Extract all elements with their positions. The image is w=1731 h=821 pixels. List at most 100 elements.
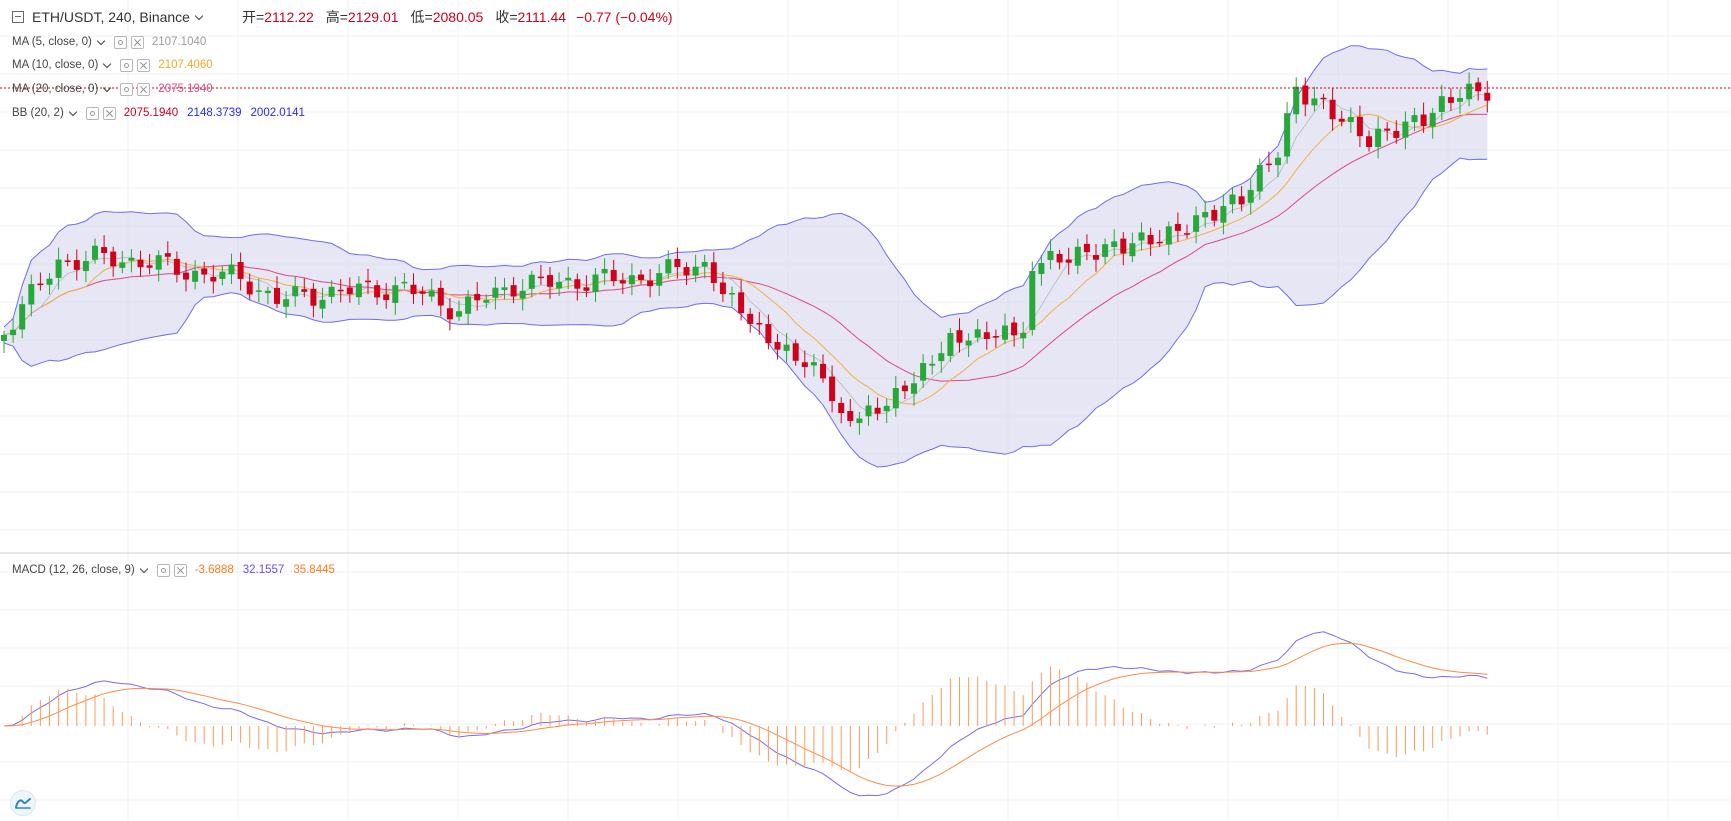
macd-histogram-value: -3.6888 [194, 564, 234, 576]
ma10-label[interactable]: MA (10, close, 0) [12, 59, 99, 71]
ma5-line [3, 93, 1488, 415]
candle-body [847, 411, 854, 421]
bb-label[interactable]: BB (20, 2) [12, 107, 64, 119]
candle-body [974, 329, 981, 338]
candle-body [583, 287, 590, 291]
candle-body [10, 329, 17, 336]
candle-body [683, 267, 690, 276]
candle-body [155, 255, 162, 270]
candle-body [528, 274, 535, 289]
candle-body [255, 290, 262, 292]
candle-body [1202, 211, 1209, 218]
candle-body [1029, 271, 1036, 330]
candle-body [838, 402, 845, 414]
change-value: −0.77 (−0.04%) [576, 9, 673, 25]
ma20-chevron-down-icon[interactable] [103, 83, 112, 92]
ma10-visibility-icon[interactable] [120, 58, 134, 72]
candle-body [874, 407, 881, 414]
candle-body [656, 273, 663, 286]
close-value: 2111.44 [517, 9, 567, 25]
candle-body [1, 335, 7, 341]
candle-body [628, 275, 635, 285]
candle-body [1047, 250, 1054, 261]
candle-body [1411, 115, 1418, 123]
candle-body [1020, 332, 1027, 339]
ma5-remove-icon[interactable] [130, 35, 144, 49]
candle-body [719, 282, 726, 294]
candle-body [1475, 82, 1482, 92]
candle-body [137, 259, 144, 268]
macd-visibility-icon[interactable] [156, 563, 170, 577]
candle-body [428, 290, 435, 297]
candle-body [1002, 325, 1008, 340]
ma20-value: 2075.1940 [158, 83, 213, 95]
candle-body [55, 259, 62, 278]
candle-body [1338, 118, 1345, 122]
bb-remove-icon[interactable] [102, 106, 116, 120]
candle-body [1447, 97, 1454, 103]
bb-chevron-down-icon[interactable] [68, 107, 78, 116]
candle-body [228, 264, 235, 275]
candle-body [765, 324, 772, 344]
candle-body [1311, 98, 1318, 106]
symbol-title[interactable]: ETH/USDT, 240, Binance [32, 9, 190, 25]
ma10-remove-icon[interactable] [137, 58, 151, 72]
symbol-chevron-down-icon[interactable] [194, 11, 204, 20]
candle-body [82, 260, 89, 272]
bb-legend: BB (20, 2) 2075.1940 2148.3739 2002.0141 [0, 104, 314, 122]
candle-body [483, 300, 490, 303]
candle-body [1275, 157, 1281, 166]
ma5-value: 2107.1040 [151, 36, 207, 48]
candle-body [519, 290, 526, 299]
candle-body [1238, 196, 1245, 205]
tradingview-logo-icon[interactable] [10, 790, 36, 816]
ma5-chevron-down-icon[interactable] [96, 36, 106, 45]
candle-body [965, 340, 972, 346]
candle-body [1284, 113, 1291, 157]
candle-body [1366, 136, 1372, 147]
bb-basis-value: 2075.1940 [123, 107, 179, 119]
macd-remove-icon[interactable] [173, 563, 187, 577]
candle-body [1402, 121, 1409, 138]
macd-line-value: 32.1557 [242, 564, 285, 576]
ma5-visibility-icon[interactable] [113, 35, 127, 49]
candle-body [865, 405, 872, 417]
ma20-label[interactable]: MA (20, close, 0) [12, 83, 99, 95]
candle-body [810, 362, 817, 366]
ma10-chevron-down-icon[interactable] [103, 59, 112, 68]
candle-body [401, 281, 408, 284]
candle-body [856, 418, 863, 424]
candle-body [1102, 244, 1109, 257]
candle-body [410, 284, 417, 295]
candle-body [1156, 241, 1163, 244]
candle-body [1329, 99, 1336, 120]
ma20-remove-icon[interactable] [137, 82, 151, 96]
candle-body [73, 260, 80, 270]
candle-body [128, 257, 135, 261]
bb-visibility-icon[interactable] [85, 106, 99, 120]
candle-body [1457, 98, 1463, 102]
candle-body [592, 274, 599, 293]
ma5-label[interactable]: MA (5, close, 0) [12, 36, 92, 48]
candle-body [510, 285, 517, 297]
candle-body [1120, 238, 1127, 254]
candle-body [1174, 223, 1181, 231]
candle-body [1129, 243, 1136, 257]
candle-body [292, 286, 299, 297]
candle-body [164, 253, 171, 257]
low-value: 2080.05 [432, 9, 484, 25]
candle-body [1256, 165, 1263, 192]
candle-body [1247, 189, 1254, 203]
candle-body [1011, 322, 1018, 336]
macd-label[interactable]: MACD (12, 26, close, 9) [12, 564, 135, 576]
candle-body [829, 376, 836, 402]
candle-body [883, 405, 890, 412]
candle-body [301, 289, 308, 292]
candle-body [264, 290, 271, 294]
ma20-visibility-icon[interactable] [120, 82, 134, 96]
ma5-legend: MA (5, close, 0) 2107.1040 [0, 33, 215, 51]
candle-body [547, 275, 553, 287]
macd-chevron-down-icon[interactable] [139, 564, 148, 573]
collapse-legend-button[interactable] [12, 11, 24, 23]
